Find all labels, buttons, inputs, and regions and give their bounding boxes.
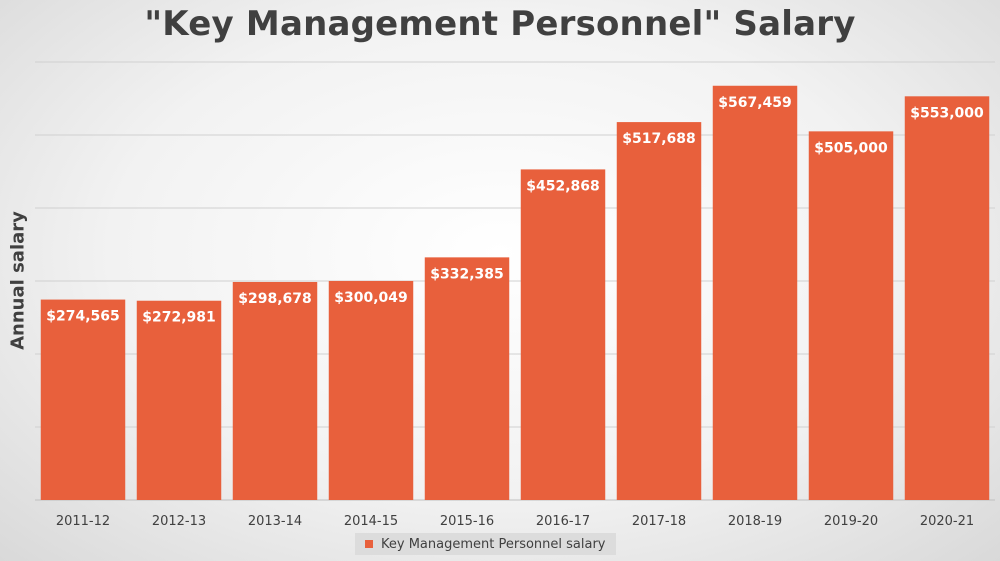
bar-2017-18 bbox=[616, 122, 702, 500]
bar-2014-15 bbox=[328, 280, 414, 500]
data-label: $567,459 bbox=[718, 95, 792, 111]
x-tick-label: 2017-18 bbox=[632, 514, 686, 529]
bar-2013-14 bbox=[232, 281, 318, 500]
bar-2011-12 bbox=[40, 299, 126, 500]
legend-swatch bbox=[365, 540, 373, 548]
chart-title: "Key Management Personnel" Salary bbox=[144, 4, 856, 44]
bar-2016-17 bbox=[520, 169, 606, 500]
x-tick-label: 2016-17 bbox=[536, 514, 590, 529]
bar-2019-20 bbox=[808, 131, 894, 500]
bar-series: $274,565 $272,981 $298,678 $300,049 $332,385… bbox=[40, 85, 990, 500]
bar-2012-13 bbox=[136, 300, 222, 500]
data-label: $452,868 bbox=[526, 178, 600, 194]
bar-2020-21 bbox=[904, 96, 990, 500]
data-label: $298,678 bbox=[238, 291, 312, 307]
x-tick-label: 2018-19 bbox=[728, 514, 782, 529]
x-tick-label: 2015-16 bbox=[440, 514, 494, 529]
x-tick-label: 2020-21 bbox=[920, 514, 974, 529]
x-tick-label: 2019-20 bbox=[824, 514, 878, 529]
x-tick-label: 2013-14 bbox=[248, 514, 302, 529]
bar-2015-16 bbox=[424, 257, 510, 500]
bar-2018-19 bbox=[712, 85, 798, 500]
legend-label: Key Management Personnel salary bbox=[381, 536, 606, 552]
x-tick-label: 2012-13 bbox=[152, 514, 206, 529]
data-label: $300,049 bbox=[334, 290, 408, 306]
data-label: $517,688 bbox=[622, 131, 696, 147]
data-label: $505,000 bbox=[814, 140, 888, 156]
data-label: $332,385 bbox=[430, 266, 504, 282]
data-label: $272,981 bbox=[142, 310, 216, 326]
x-axis-tick-labels: 2011-12 2012-13 2013-14 2014-15 2015-16 2016-… bbox=[56, 514, 974, 529]
x-tick-label: 2011-12 bbox=[56, 514, 110, 529]
x-tick-label: 2014-15 bbox=[344, 514, 398, 529]
data-label: $274,565 bbox=[46, 309, 120, 325]
legend: Key Management Personnel salary bbox=[355, 533, 616, 555]
data-label: $553,000 bbox=[910, 105, 984, 121]
